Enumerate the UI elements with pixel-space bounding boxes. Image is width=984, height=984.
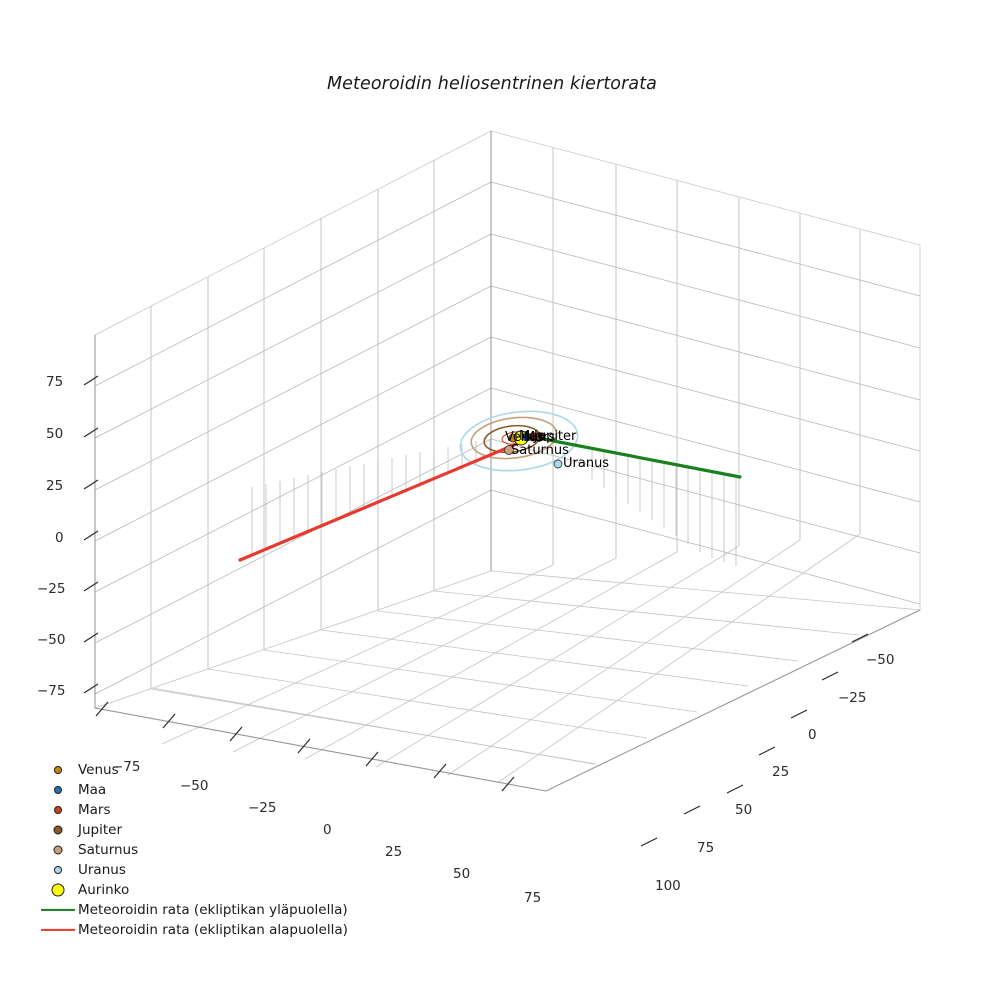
legend-label: Uranus: [78, 862, 126, 878]
legend-item-jupiter[interactable]: Jupiter: [38, 820, 338, 840]
point-label-venus: Venus: [505, 430, 545, 445]
legend: Venus Maa Mars Jupiter Saturnus: [38, 760, 348, 940]
legend-item-uranus[interactable]: Uranus: [38, 860, 338, 880]
saturnus-orbit-ellipse: [470, 416, 558, 460]
marker-jupiter: [534, 432, 544, 442]
legend-line-below-ecliptic: [38, 920, 78, 940]
point-label-uranus: Uranus: [563, 456, 610, 471]
legend-label: Venus: [78, 762, 119, 778]
x-tick-label: −50: [180, 778, 209, 794]
x-axis-spine: [94, 707, 547, 792]
x-tick-label: −75: [112, 759, 141, 775]
legend-marker-maa: [38, 780, 78, 800]
y-tick-label: −25: [838, 690, 867, 706]
legend-item-saturnus[interactable]: Saturnus: [38, 840, 338, 860]
x-tick-label: 75: [524, 890, 542, 906]
legend-marker-saturnus: [38, 840, 78, 860]
point-label-jupiter: Jupiter: [534, 429, 577, 444]
legend-label: Mars: [78, 802, 111, 818]
axis-spines: [94, 131, 921, 792]
x-tick-label: 50: [453, 866, 471, 882]
x-axis-ticks: [95, 701, 515, 792]
legend-item-mars[interactable]: Mars: [38, 800, 338, 820]
marker-venus: [508, 433, 518, 443]
droplines-below: [251, 439, 491, 556]
legend-marker-aurinko: [38, 880, 78, 900]
legend-item-track-above[interactable]: Meteoroidin rata (ekliptikan yläpuolella…: [38, 900, 348, 920]
z-axis-ticks: [83, 375, 99, 694]
y-tick-label: 0: [808, 727, 817, 743]
marker-uranus: [553, 459, 563, 469]
chart-title: Meteoroidin heliosentrinen kiertorata: [326, 74, 657, 94]
legend-item-maa[interactable]: Maa: [38, 780, 338, 800]
droplines-above: [591, 449, 737, 566]
z-tick-label: 75: [46, 374, 64, 390]
point-label-maa: Maa: [519, 429, 547, 444]
x-tick-label: 0: [323, 822, 332, 838]
legend-marker-venus: [38, 760, 78, 780]
uranus-orbit-ellipse: [459, 410, 579, 472]
legend-marker-mars: [38, 800, 78, 820]
legend-marker-jupiter: [38, 820, 78, 840]
point-label-mars: Mars: [524, 430, 556, 445]
meteoroid-track-above-ecliptic: [531, 435, 742, 479]
z-tick-label: 50: [46, 426, 64, 442]
pane-left-back: [94, 130, 492, 709]
y-tick-label: 50: [735, 802, 753, 818]
x-tick-label: −25: [248, 800, 277, 816]
y-tick-label: 25: [772, 764, 790, 780]
legend-item-aurinko[interactable]: Aurinko: [38, 880, 338, 900]
z-tick-label: 0: [55, 530, 64, 546]
body-markers[interactable]: [504, 430, 563, 469]
y-axis-ticks: [640, 633, 869, 847]
z-tick-label: 25: [46, 478, 64, 494]
y-tick-label: 75: [697, 840, 715, 856]
legend-label: Aurinko: [78, 882, 130, 898]
legend-label: Maa: [78, 782, 107, 798]
legend-marker-uranus: [38, 860, 78, 880]
meteoroid-track-below-ecliptic: [238, 435, 535, 562]
legend-item-track-below[interactable]: Meteoroidin rata (ekliptikan alapuolella…: [38, 920, 348, 940]
y-tick-label: 100: [655, 878, 681, 894]
z-tick-label: −50: [37, 632, 66, 648]
legend-label: Saturnus: [78, 842, 139, 858]
marker-saturnus: [504, 445, 514, 455]
y-axis-spine: [545, 609, 921, 792]
z-tick-label: −25: [37, 581, 66, 597]
x-tick-label: 25: [385, 844, 403, 860]
legend-label: Meteoroidin rata (ekliptikan yläpuolella…: [78, 902, 348, 918]
y-tick-label: −50: [866, 652, 895, 668]
pane-right-back: [490, 130, 921, 611]
legend-label: Meteoroidin rata (ekliptikan alapuolella…: [78, 922, 348, 938]
legend-line-above-ecliptic: [38, 900, 78, 920]
point-label-saturnus: Saturnus: [511, 443, 569, 458]
legend-item-venus[interactable]: Venus: [38, 760, 338, 780]
z-tick-label: −75: [37, 683, 66, 699]
legend-label: Jupiter: [78, 822, 123, 838]
